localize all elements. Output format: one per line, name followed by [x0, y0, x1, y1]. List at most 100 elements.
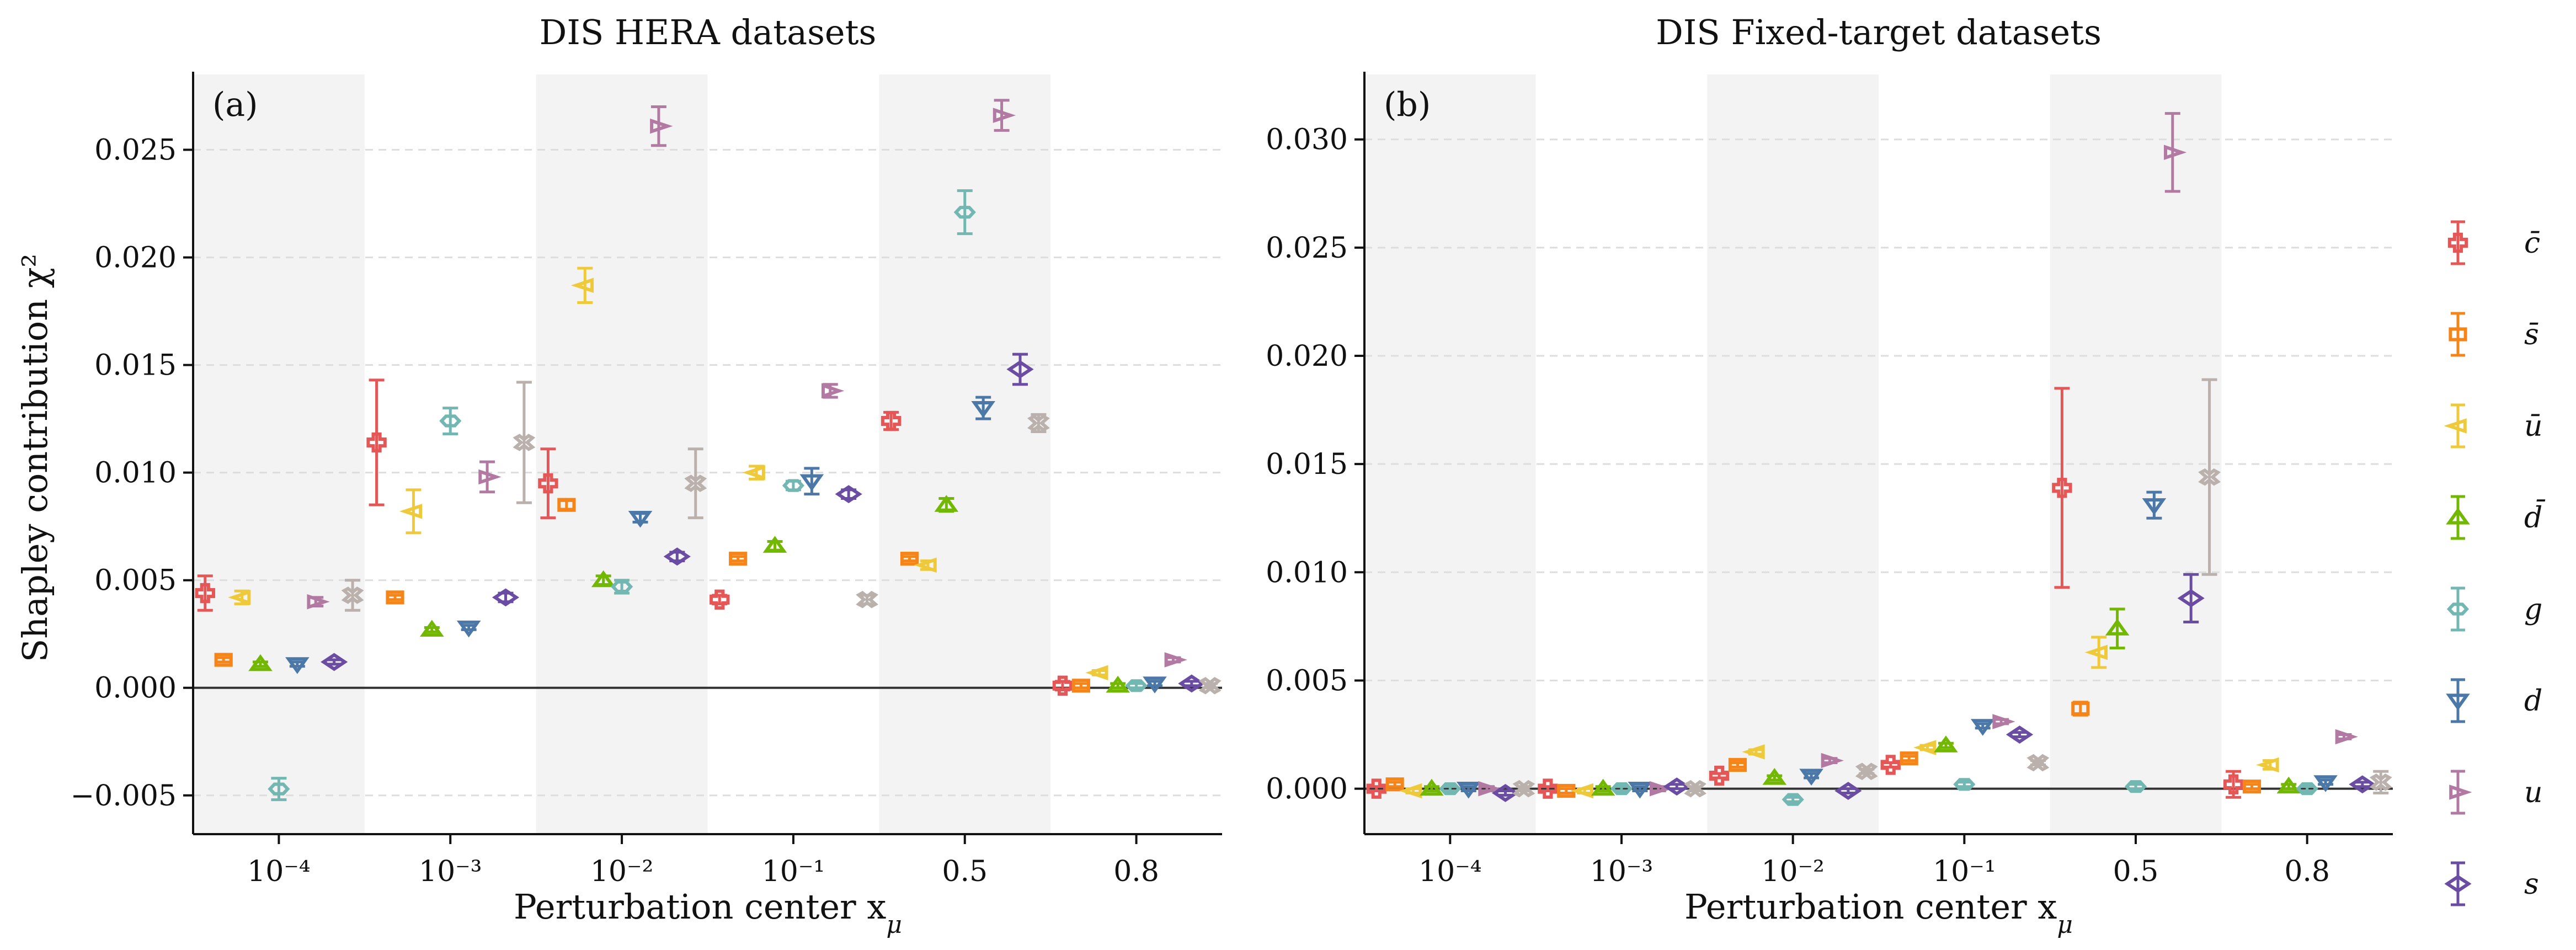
- marker-diamond: [2349, 775, 2376, 794]
- marker-hexagon: [2124, 780, 2147, 793]
- data-point-ubar: [2256, 757, 2279, 773]
- data-point-s: [1663, 777, 1690, 796]
- panel-a-title: DIS HERA datasets: [540, 12, 877, 52]
- legend: c̄s̄ūd̄gdusc: [2444, 220, 2546, 906]
- data-point-sbar: [900, 552, 919, 566]
- data-point-dbar: [591, 570, 616, 588]
- data-point-u: [1164, 652, 1187, 668]
- data-point-g: [611, 579, 633, 595]
- data-point-c: [684, 447, 707, 520]
- marker-square: [214, 653, 233, 667]
- marker-triangle-right: [1821, 752, 1844, 768]
- y-tick-label: −0.005: [71, 780, 177, 813]
- y-tick-label: 0.025: [94, 134, 177, 167]
- y-tick-label: 0.010: [94, 457, 177, 490]
- y-tick-label: 0.025: [1266, 232, 1348, 265]
- data-point-cbar: [1366, 778, 1386, 799]
- marker-diamond: [321, 653, 348, 671]
- legend-marker-triangle-right: [2449, 784, 2472, 800]
- marker-triangle-down: [1456, 782, 1481, 799]
- marker-triangle-left: [1399, 783, 1422, 799]
- data-point-u: [478, 460, 502, 494]
- marker-hexagon: [953, 206, 976, 219]
- data-point-cbar: [366, 378, 387, 506]
- data-point-c: [1684, 780, 1706, 798]
- data-point-ubar: [1085, 665, 1108, 681]
- marker-triangle-down: [628, 510, 653, 528]
- data-point-dbar: [1420, 778, 1444, 796]
- data-point-ubar: [1570, 783, 1594, 799]
- y-tick-label: 0.020: [1266, 340, 1348, 373]
- legend-item-u: u: [2449, 770, 2543, 815]
- panel-b-title: DIS Fixed-target datasets: [1656, 12, 2102, 52]
- data-point-cbar: [1709, 765, 1730, 786]
- data-point-ubar: [742, 465, 765, 481]
- marker-triangle-right: [1992, 714, 2015, 729]
- marker-plus: [1052, 675, 1073, 696]
- data-point-u: [2163, 112, 2187, 193]
- data-point-ubar: [1913, 740, 1937, 755]
- x-tick-label: 10⁻³: [1590, 855, 1653, 888]
- data-point-c: [856, 591, 878, 609]
- legend-label: ū: [2524, 410, 2543, 443]
- marker-hexagon: [782, 479, 804, 492]
- y-tick-label: 0.000: [1266, 773, 1348, 806]
- marker-x-filled: [1512, 780, 1535, 798]
- marker-triangle-up: [2276, 776, 2301, 794]
- data-point-dbar: [248, 654, 273, 671]
- data-point-ubar: [2084, 636, 2108, 669]
- data-point-g: [1439, 782, 1462, 796]
- data-point-dbar: [2105, 607, 2130, 650]
- data-point-cbar: [1052, 675, 1073, 696]
- marker-square: [1728, 757, 1747, 772]
- marker-triangle-down: [2142, 498, 2167, 515]
- marker-triangle-down: [971, 401, 995, 418]
- legend-marker-triangle-up: [2446, 508, 2470, 525]
- legend-marker-plus: [2447, 232, 2468, 253]
- marker-triangle-up: [2105, 618, 2130, 636]
- marker-x-filled: [684, 474, 707, 492]
- data-point-ubar: [1399, 783, 1422, 799]
- data-point-g: [1953, 778, 1976, 791]
- data-point-c: [2198, 378, 2221, 576]
- marker-plus: [1366, 778, 1386, 799]
- shaded-band: [193, 74, 365, 834]
- marker-plus: [2052, 478, 2072, 498]
- marker-triangle-left: [1913, 740, 1937, 755]
- data-point-dbar: [2276, 776, 2301, 794]
- data-point-g: [1610, 782, 1633, 796]
- marker-hexagon: [2296, 782, 2318, 796]
- marker-triangle-right: [307, 594, 330, 610]
- data-point-dbar: [934, 495, 959, 513]
- x-tick-label: 10⁻¹: [762, 855, 825, 888]
- data-point-cbar: [881, 410, 902, 431]
- marker-triangle-up: [1934, 735, 1958, 752]
- panel-label: (a): [212, 86, 258, 124]
- legend-label: d̄: [2524, 500, 2546, 535]
- data-point-g: [2296, 782, 2318, 796]
- data-point-ubar: [228, 589, 251, 606]
- data-point-u: [993, 99, 1016, 132]
- legend-marker-diamond: [2444, 874, 2472, 893]
- marker-triangle-left: [1085, 665, 1108, 681]
- legend-marker-triangle-left: [2444, 418, 2467, 434]
- panel-b: DIS Fixed-target datasets Perturbation c…: [1266, 12, 2393, 939]
- legend-marker-square: [2449, 327, 2467, 341]
- marker-triangle-up: [1591, 778, 1615, 796]
- data-point-d: [1970, 719, 1995, 736]
- marker-diamond: [2177, 589, 2205, 607]
- data-point-g: [953, 189, 976, 236]
- legend-label: d: [2524, 685, 2542, 718]
- marker-plus: [2223, 774, 2244, 794]
- marker-triangle-down: [1970, 719, 1995, 736]
- marker-plus: [1880, 755, 1901, 775]
- marker-triangle-up: [1762, 768, 1787, 785]
- marker-square: [557, 498, 576, 512]
- panel-a: DIS HERA datasets Perturbation center xμ…: [15, 12, 1222, 939]
- data-point-sbar: [1728, 757, 1747, 772]
- marker-x-filled: [2026, 754, 2050, 772]
- marker-square: [900, 552, 919, 566]
- data-point-s: [1178, 674, 1206, 693]
- marker-plus: [538, 473, 558, 494]
- legend-item-d: d: [2446, 678, 2542, 723]
